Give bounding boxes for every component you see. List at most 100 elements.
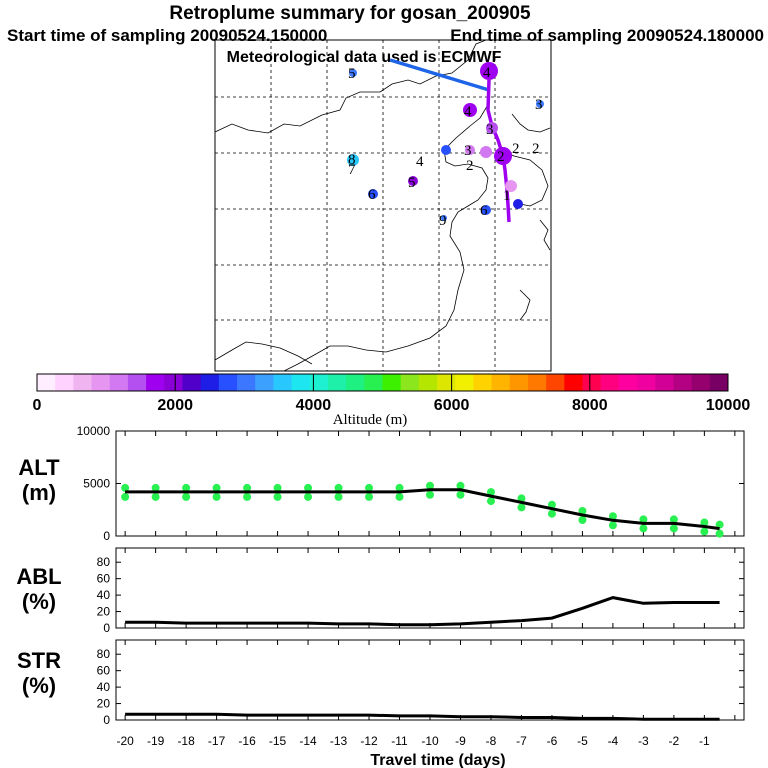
x-tick-label: -14 bbox=[299, 734, 317, 748]
scatter-point bbox=[334, 492, 343, 501]
x-tick-label: -17 bbox=[208, 734, 226, 748]
start-time-label: Start time of sampling 20090524.150000 bbox=[7, 26, 327, 45]
colorbar-swatch bbox=[109, 374, 129, 391]
traj-label: 2 bbox=[497, 149, 505, 165]
colorbar-swatch bbox=[491, 374, 511, 391]
plume-markers bbox=[347, 62, 544, 221]
colorbar-swatch bbox=[382, 374, 402, 391]
x-tick-label: -18 bbox=[177, 734, 195, 748]
scatter-point bbox=[365, 492, 374, 501]
plume-marker bbox=[480, 62, 498, 80]
figure-title: Retroplume summary for gosan_200905 bbox=[169, 3, 531, 24]
colorbar-swatch bbox=[709, 374, 729, 391]
y-tick-label: 0 bbox=[103, 621, 110, 635]
x-axis-label: Travel time (days) bbox=[370, 752, 505, 768]
scatter-point bbox=[517, 503, 526, 512]
plume-marker bbox=[368, 189, 378, 199]
colorbar-swatch bbox=[327, 374, 347, 391]
scatter-point bbox=[456, 481, 465, 490]
scatter-point bbox=[486, 497, 495, 506]
plume-marker bbox=[441, 215, 447, 221]
map-coastlines bbox=[214, 39, 551, 372]
scatter-point bbox=[273, 492, 282, 501]
y-tick-label: 10000 bbox=[77, 424, 111, 438]
panel-frame bbox=[115, 547, 745, 629]
colorbar-swatch bbox=[546, 374, 565, 391]
scatter-point bbox=[715, 529, 724, 538]
plume-marker bbox=[481, 205, 491, 215]
colorbar-swatch bbox=[346, 374, 365, 391]
traj-label: 3 bbox=[486, 122, 494, 138]
scatter-point bbox=[608, 521, 617, 530]
scatter-point bbox=[547, 509, 556, 518]
colorbar-tick-label: 10000 bbox=[706, 397, 751, 414]
x-tick-label: -19 bbox=[147, 734, 165, 748]
colorbar-swatch bbox=[182, 374, 202, 391]
scatter-point bbox=[182, 492, 191, 501]
colorbar-tick-label: 4000 bbox=[296, 397, 332, 414]
colorbar-swatch bbox=[509, 374, 529, 391]
x-tick-label: -13 bbox=[330, 734, 348, 748]
scatter-point bbox=[486, 488, 495, 497]
traj-label: 2 bbox=[512, 141, 520, 157]
x-tick-label: -3 bbox=[638, 734, 649, 748]
y-tick-label: 40 bbox=[97, 588, 111, 602]
plume-marker bbox=[465, 145, 475, 155]
scatter-point bbox=[334, 483, 343, 492]
colorbar-swatch bbox=[218, 374, 238, 391]
plume-marker bbox=[486, 122, 498, 134]
traj-label: 1 bbox=[503, 188, 511, 204]
traj-label: 2 bbox=[532, 141, 540, 157]
y-tick-label: 60 bbox=[97, 664, 111, 678]
colorbar-swatch bbox=[200, 374, 220, 391]
colorbar-swatch bbox=[400, 374, 420, 391]
colorbar-swatch bbox=[73, 374, 93, 391]
x-tick-label: -2 bbox=[669, 734, 680, 748]
colorbar-swatch bbox=[564, 374, 584, 391]
x-tick-label: -11 bbox=[391, 734, 408, 748]
colorbar-swatch bbox=[527, 374, 547, 391]
scatter-point bbox=[517, 494, 526, 503]
plume-marker bbox=[480, 146, 492, 158]
y-axis-label: ALT bbox=[18, 455, 60, 480]
colorbar-swatch bbox=[618, 374, 638, 391]
x-tick-label: -20 bbox=[116, 734, 134, 748]
plume-marker bbox=[494, 147, 512, 165]
colorbar-swatch bbox=[164, 374, 183, 391]
colorbar-tick-label: 6000 bbox=[434, 397, 470, 414]
altitude-colorbar bbox=[36, 373, 729, 392]
x-tick-label: -10 bbox=[421, 734, 439, 748]
x-tick-label: -5 bbox=[577, 734, 588, 748]
time-series-panels: ALT(m)0500010000ABL(%)020406080STR(%)020… bbox=[16, 424, 745, 748]
colorbar-swatch bbox=[437, 374, 456, 391]
y-tick-label: 20 bbox=[97, 697, 111, 711]
x-tick-label: -8 bbox=[486, 734, 497, 748]
panel-alt: ALT(m) 0 5000 10000 bbox=[18, 424, 745, 543]
x-tick-label: -9 bbox=[455, 734, 466, 748]
plume-marker bbox=[463, 103, 477, 117]
scatter-point bbox=[578, 507, 587, 515]
series-line bbox=[125, 596, 720, 627]
scatter-point bbox=[121, 483, 130, 492]
traj-label: 6 bbox=[368, 187, 376, 203]
scatter-point bbox=[669, 515, 678, 524]
panel-abl: ABL(%) 0 20 40 60 80 bbox=[16, 547, 745, 635]
plume-marker bbox=[408, 176, 418, 186]
colorbar-swatch bbox=[255, 374, 274, 391]
colorbar-label: Altitude (m) bbox=[333, 412, 408, 428]
colorbar-swatch bbox=[55, 374, 74, 391]
plume-marker bbox=[505, 180, 517, 192]
colorbar-swatch bbox=[473, 374, 493, 391]
y-axis-unit: (%) bbox=[22, 673, 56, 698]
y-tick-label: 0 bbox=[103, 529, 110, 543]
scatter-point bbox=[121, 492, 130, 501]
plume-marker bbox=[349, 69, 357, 77]
trajectory-line-blue bbox=[389, 58, 490, 92]
traj-label: 8 bbox=[348, 152, 356, 168]
colorbar-swatch bbox=[582, 374, 602, 391]
colorbar-tick-labels: 0 2000 4000 6000 8000 10000 bbox=[33, 397, 751, 414]
colorbar-swatch bbox=[673, 374, 693, 391]
colorbar-swatch bbox=[637, 374, 656, 391]
panel-frame bbox=[115, 639, 745, 721]
colorbar-swatch bbox=[364, 374, 383, 391]
